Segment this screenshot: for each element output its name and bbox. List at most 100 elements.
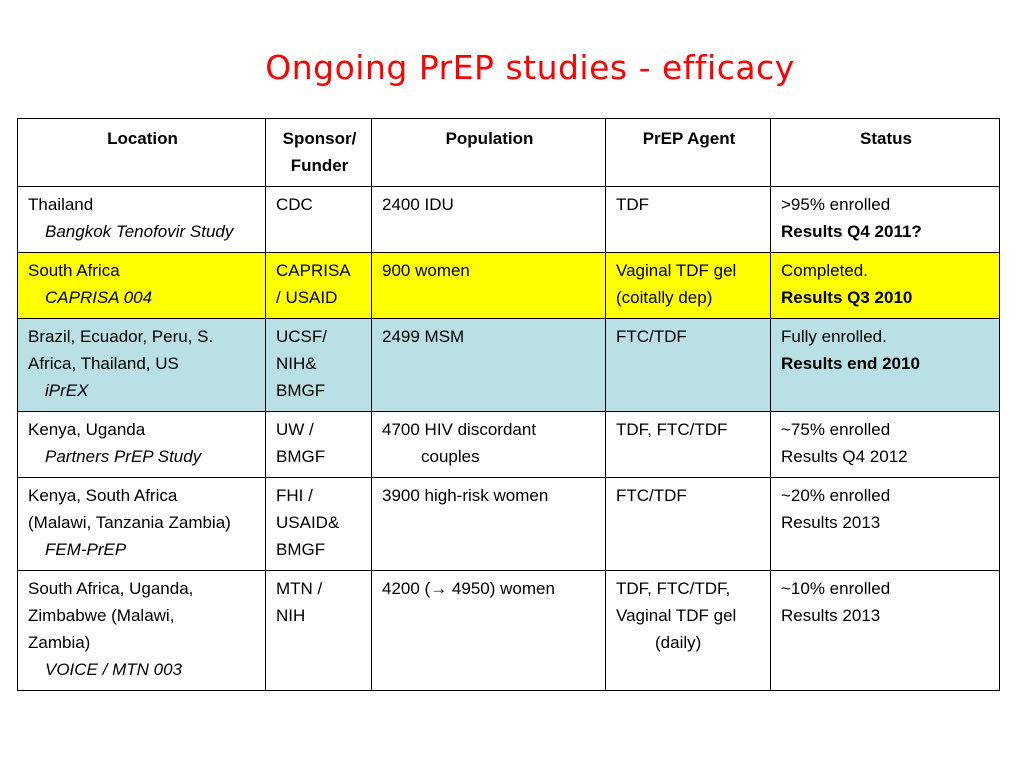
agent-cell: TDF (605, 186, 771, 253)
table-row: Kenya, South Africa (Malawi, Tanzania Za… (17, 477, 1000, 571)
sponsor-line: CDC (276, 195, 313, 214)
location-line: Kenya, South Africa (28, 486, 178, 505)
sponsor-cell: FHI / USAID& BMGF (265, 477, 372, 571)
location-line: Zambia) (28, 633, 91, 652)
results-text: Results 2013 (781, 606, 881, 625)
status-text: Completed. (781, 261, 868, 280)
table-row: South Africa CAPRISA 004 CAPRISA / USAID… (17, 252, 1000, 319)
location-line: Thailand (28, 195, 94, 214)
status-cell: Completed. Results Q3 2010 (770, 252, 1000, 319)
location-cell: Kenya, South Africa (Malawi, Tanzania Za… (17, 477, 266, 571)
header-status: Status (770, 118, 1000, 187)
status-text: ~10% enrolled (781, 579, 891, 598)
status-text: >95% enrolled (781, 195, 891, 214)
sponsor-line: / USAID (276, 288, 338, 307)
header-location: Location (17, 118, 266, 187)
population-line: 900 women (382, 261, 470, 280)
population-cell: 4700 HIV discordant couples (371, 411, 606, 478)
sponsor-line: BMGF (276, 447, 326, 466)
agent-cell: FTC/TDF (605, 477, 771, 571)
agent-line: Vaginal TDF gel (616, 606, 737, 625)
location-cell: Brazil, Ecuador, Peru, S. Africa, Thaila… (17, 318, 266, 412)
header-row: Location Sponsor/ Funder Population PrEP… (17, 118, 1000, 187)
population-cell: 4200 (→ 4950) women (371, 570, 606, 691)
agent-cell: Vaginal TDF gel (coitally dep) (605, 252, 771, 319)
status-text: ~75% enrolled (781, 420, 891, 439)
sponsor-line: NIH& (276, 354, 317, 373)
slide-title: Ongoing PrEP studies - efficacy (265, 48, 795, 87)
sponsor-cell: UCSF/ NIH& BMGF (265, 318, 372, 412)
population-line: 4200 (→ 4950) women (382, 579, 555, 598)
agent-line: (coitally dep) (616, 288, 713, 307)
sponsor-line: BMGF (276, 540, 326, 559)
location-line: Zimbabwe (Malawi, (28, 606, 175, 625)
table-row: Thailand Bangkok Tenofovir Study CDC 240… (17, 186, 1000, 253)
population-cell: 900 women (371, 252, 606, 319)
study-name: FEM-PrEP (45, 540, 127, 559)
sponsor-line: CAPRISA (276, 261, 351, 280)
location-line: Africa, Thailand, US (28, 354, 179, 373)
results-text: Results Q4 2011? (781, 222, 922, 241)
population-line: 3900 high-risk women (382, 486, 549, 505)
location-cell: Kenya, Uganda Partners PrEP Study (17, 411, 266, 478)
table-row: South Africa, Uganda, Zimbabwe (Malawi, … (17, 570, 1000, 691)
population-line: couples (421, 447, 480, 466)
study-name: iPrEX (45, 381, 89, 400)
results-text: Results Q3 2010 (781, 288, 913, 307)
header-sponsor-line-2: Funder (290, 156, 349, 175)
status-cell: ~20% enrolled Results 2013 (770, 477, 1000, 571)
prep-studies-table: Location Sponsor/ Funder Population PrEP… (17, 118, 1000, 691)
status-cell: Fully enrolled. Results end 2010 (770, 318, 1000, 412)
sponsor-line: MTN / (276, 579, 323, 598)
agent-line: TDF, FTC/TDF, (616, 579, 731, 598)
sponsor-line: UW / (276, 420, 314, 439)
study-name: Partners PrEP Study (45, 447, 202, 466)
study-name: Bangkok Tenofovir Study (45, 222, 234, 241)
results-text: Results Q4 2012 (781, 447, 908, 466)
agent-line: Vaginal TDF gel (616, 261, 737, 280)
sponsor-line: UCSF/ (276, 327, 327, 346)
sponsor-line: BMGF (276, 381, 326, 400)
agent-line: FTC/TDF (616, 327, 687, 346)
sponsor-cell: MTN / NIH (265, 570, 372, 691)
location-cell: South Africa CAPRISA 004 (17, 252, 266, 319)
sponsor-line: FHI / (276, 486, 313, 505)
agent-line: TDF (616, 195, 650, 214)
population-line: 2499 MSM (382, 327, 465, 346)
population-cell: 3900 high-risk women (371, 477, 606, 571)
header-sponsor-line-1: Sponsor/ (282, 129, 357, 148)
header-population: Population (371, 118, 606, 187)
agent-line: TDF, FTC/TDF (616, 420, 728, 439)
location-line: South Africa (28, 261, 120, 280)
agent-cell: TDF, FTC/TDF (605, 411, 771, 478)
table-row: Brazil, Ecuador, Peru, S. Africa, Thaila… (17, 318, 1000, 412)
results-text: Results 2013 (781, 513, 881, 532)
status-cell: ~75% enrolled Results Q4 2012 (770, 411, 1000, 478)
population-cell: 2499 MSM (371, 318, 606, 412)
agent-cell: FTC/TDF (605, 318, 771, 412)
location-line: South Africa, Uganda, (28, 579, 194, 598)
agent-line: (daily) (655, 633, 702, 652)
table-row: Kenya, Uganda Partners PrEP Study UW / B… (17, 411, 1000, 478)
agent-line: FTC/TDF (616, 486, 687, 505)
population-cell: 2400 IDU (371, 186, 606, 253)
sponsor-cell: UW / BMGF (265, 411, 372, 478)
location-line: Kenya, Uganda (28, 420, 146, 439)
population-line: 2400 IDU (382, 195, 454, 214)
status-text: Fully enrolled. (781, 327, 887, 346)
sponsor-cell: CDC (265, 186, 372, 253)
population-line: 4700 HIV discordant (382, 420, 537, 439)
status-text: ~20% enrolled (781, 486, 891, 505)
location-cell: Thailand Bangkok Tenofovir Study (17, 186, 266, 253)
sponsor-cell: CAPRISA / USAID (265, 252, 372, 319)
agent-cell: TDF, FTC/TDF, Vaginal TDF gel (daily) (605, 570, 771, 691)
sponsor-line: NIH (276, 606, 306, 625)
header-sponsor: Sponsor/ Funder (265, 118, 372, 187)
study-name: VOICE / MTN 003 (45, 660, 182, 679)
study-name: CAPRISA 004 (45, 288, 153, 307)
results-text: Results end 2010 (781, 354, 920, 373)
location-cell: South Africa, Uganda, Zimbabwe (Malawi, … (17, 570, 266, 691)
sponsor-line: USAID& (276, 513, 340, 532)
status-cell: >95% enrolled Results Q4 2011? (770, 186, 1000, 253)
header-agent: PrEP Agent (605, 118, 771, 187)
